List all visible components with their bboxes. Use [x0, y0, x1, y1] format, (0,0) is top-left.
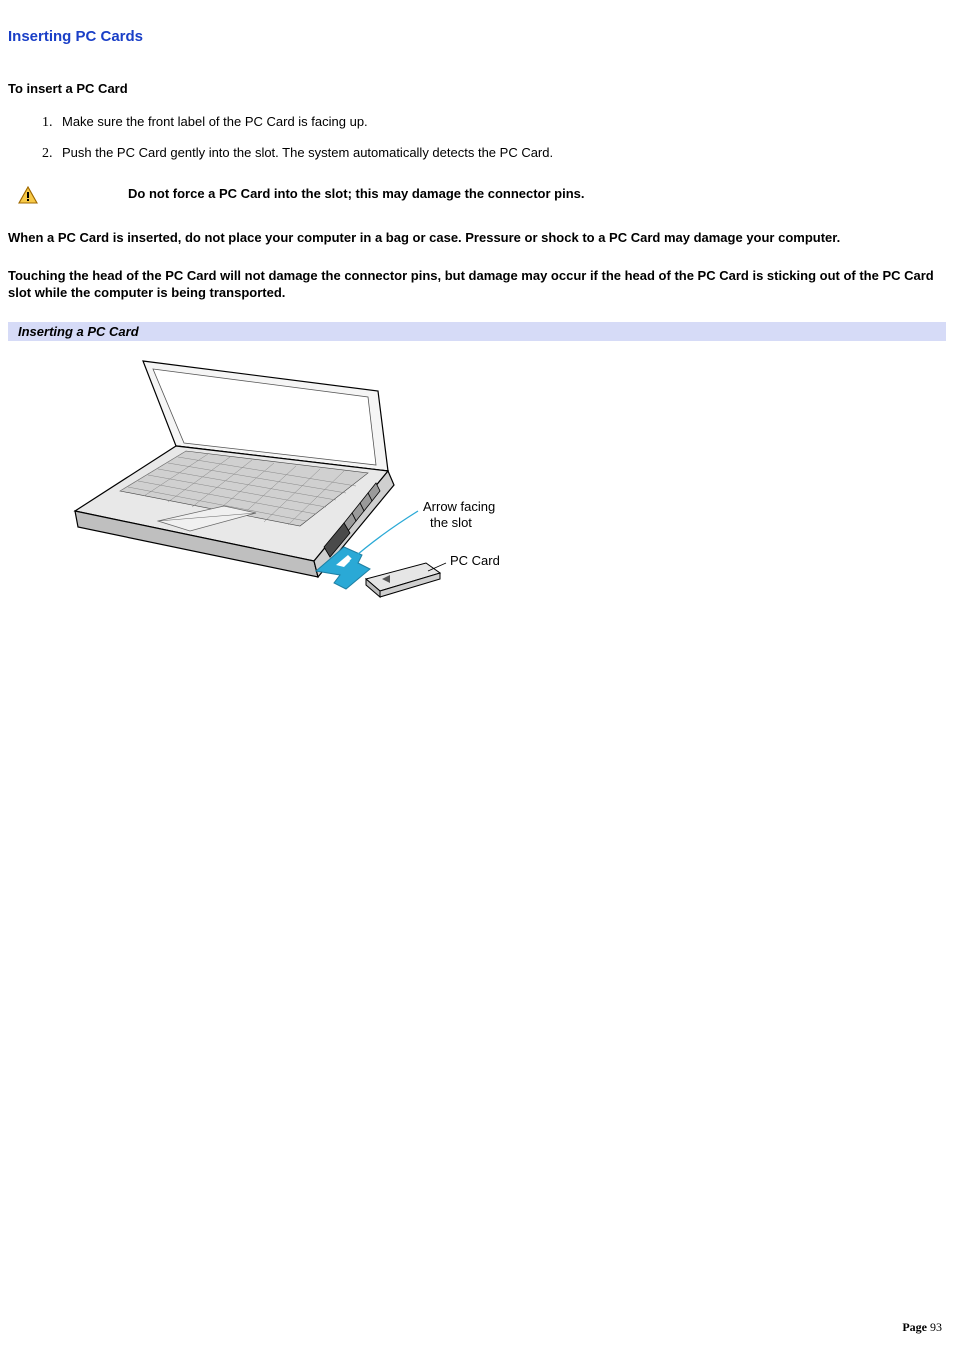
step-text: Push the PC Card gently into the slot. T… — [62, 145, 553, 160]
page-number: Page 93 — [902, 1320, 942, 1335]
figure-label-the-slot: the slot — [430, 515, 472, 530]
figure-caption-bar: Inserting a PC Card — [8, 322, 946, 341]
step-item: Make sure the front label of the PC Card… — [56, 114, 946, 131]
figure: Arrow facing the slot PC Card — [68, 351, 946, 614]
step-text: Make sure the front label of the PC Card… — [62, 114, 368, 129]
warning-block: Do not force a PC Card into the slot; th… — [8, 186, 946, 207]
figure-label-pc-card: PC Card — [450, 553, 500, 568]
warning-text: Do not force a PC Card into the slot; th… — [128, 186, 946, 201]
step-item: Push the PC Card gently into the slot. T… — [56, 145, 946, 162]
procedure-heading: To insert a PC Card — [8, 81, 946, 96]
page-number-value: 93 — [930, 1320, 942, 1334]
steps-list: Make sure the front label of the PC Card… — [8, 114, 946, 162]
figure-label-arrow-facing: Arrow facing — [423, 499, 495, 514]
warning-icon-cell — [8, 186, 128, 207]
pc-card-icon — [366, 563, 440, 597]
page-label: Page — [902, 1320, 927, 1334]
section-title: Inserting PC Cards — [8, 28, 946, 45]
document-page: Inserting PC Cards To insert a PC Card M… — [0, 0, 954, 1351]
warning-paragraph: Touching the head of the PC Card will no… — [8, 267, 946, 302]
warning-paragraph: When a PC Card is inserted, do not place… — [8, 229, 946, 247]
warning-icon — [18, 186, 38, 204]
laptop-illustration: Arrow facing the slot PC Card — [68, 351, 528, 611]
